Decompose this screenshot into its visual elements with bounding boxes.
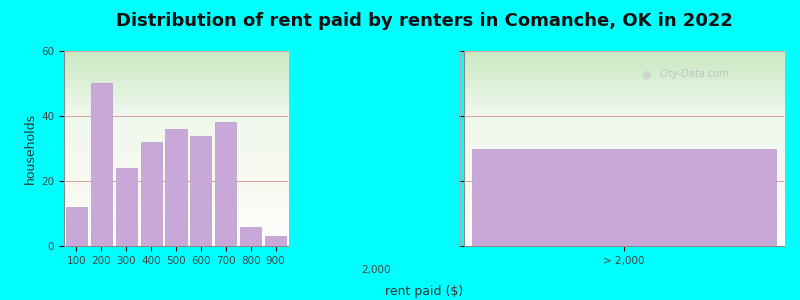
Bar	[116, 168, 137, 246]
Bar	[215, 122, 236, 246]
Bar	[90, 83, 112, 246]
Bar	[240, 226, 262, 246]
Text: ●: ●	[642, 69, 651, 80]
Bar	[141, 142, 162, 246]
Bar	[472, 148, 776, 246]
Y-axis label: households: households	[24, 113, 37, 184]
Text: City-Data.com: City-Data.com	[659, 69, 730, 80]
Bar	[265, 236, 286, 246]
Text: rent paid ($): rent paid ($)	[385, 284, 463, 298]
Bar	[66, 207, 87, 246]
Text: Distribution of rent paid by renters in Comanche, OK in 2022: Distribution of rent paid by renters in …	[115, 12, 733, 30]
Text: 2,000: 2,000	[362, 265, 390, 275]
Bar	[166, 129, 186, 246]
Bar	[190, 136, 211, 246]
